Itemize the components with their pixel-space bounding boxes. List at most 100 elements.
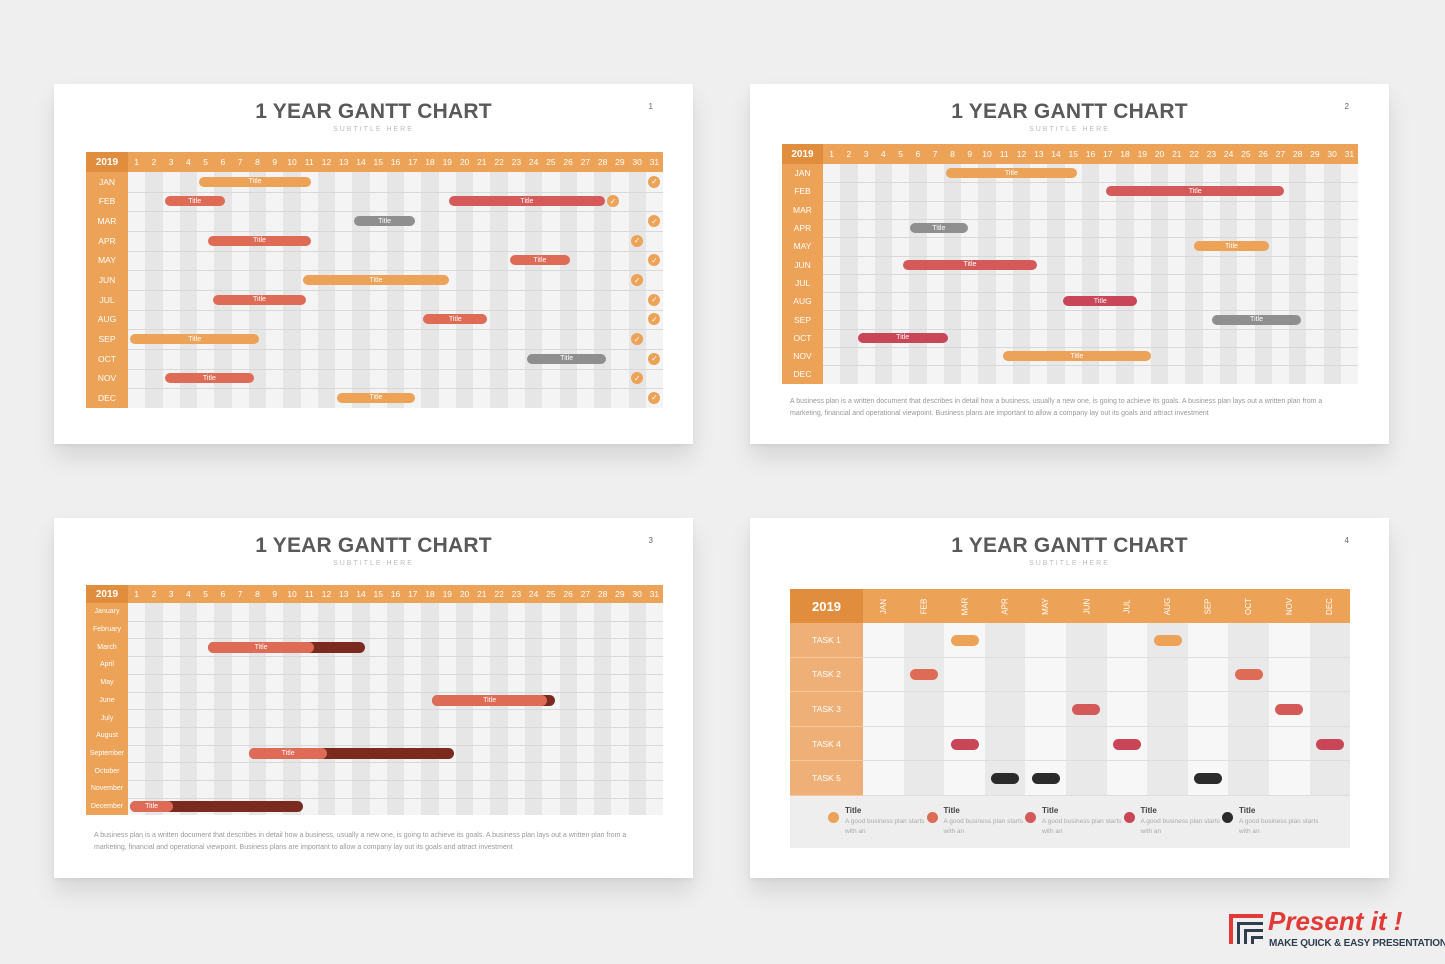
month-text: JUL	[1122, 598, 1132, 614]
month-label: FEB	[904, 589, 945, 623]
month-label: SEP	[793, 314, 811, 325]
day-label: 19	[442, 589, 453, 599]
task-label: TASK 2	[790, 657, 863, 693]
check-icon: ✓	[631, 234, 644, 247]
matrix-cell	[1025, 657, 1066, 693]
row-divider	[128, 726, 664, 728]
month-column	[86, 603, 128, 816]
check-icon: ✓	[648, 293, 661, 306]
slide-number: 1	[648, 102, 653, 111]
legend-text: A good business plan starts with an	[943, 818, 1024, 835]
task-bar: Title	[212, 294, 307, 305]
day-label: 29	[615, 589, 625, 599]
day-label: 16	[390, 157, 401, 167]
year-label: 2019	[790, 589, 863, 623]
day-label: 1	[134, 589, 139, 599]
day-label: 22	[494, 157, 504, 167]
day-label: 3	[168, 589, 174, 599]
day-label: 7	[237, 589, 243, 599]
row-divider	[128, 191, 664, 193]
slide-1[interactable]: 1 YEAR GANTT CHART SUBTITLE HERE 1 2019 1…	[54, 84, 693, 444]
month-text: APR	[1000, 597, 1010, 615]
month-column	[782, 164, 823, 384]
month-label: APR	[985, 589, 1026, 623]
row-divider	[128, 691, 664, 693]
slide-subtitle: SUBTITLE HERE	[333, 560, 414, 567]
day-label: 9	[272, 157, 278, 167]
legend-panel	[790, 796, 1351, 848]
check-icon: ✓	[648, 254, 661, 267]
row-divider	[128, 309, 664, 311]
slide-subtitle: SUBTITLE HERE	[333, 126, 414, 133]
month-text: MAR	[959, 597, 969, 615]
month-label: October	[94, 767, 120, 775]
day-label: 26	[1258, 149, 1268, 159]
matrix-cell	[1187, 692, 1229, 727]
task-label: TASK 5	[790, 761, 863, 796]
day-label: 21	[477, 157, 487, 167]
row-divider	[128, 388, 664, 390]
matrix-cell	[1025, 726, 1066, 762]
task-bar: Title	[945, 168, 1077, 179]
day-label: 29	[1310, 149, 1320, 159]
day-label: 4	[186, 157, 191, 167]
day-label: 26	[563, 157, 573, 167]
check-icon: ✓	[631, 372, 644, 385]
day-label: 24	[528, 589, 539, 599]
month-label: MAY	[1025, 589, 1066, 623]
row-divider	[128, 638, 664, 640]
month-label: DEC	[98, 392, 116, 403]
slide-number: 2	[1344, 102, 1349, 111]
slide-title: 1 YEAR GANTT CHART	[255, 534, 492, 557]
matrix-cell	[1147, 692, 1188, 727]
month-label: SEP	[98, 334, 116, 344]
brand-logo: Present it ! MAKE QUICK & EASY PRESENTAT…	[1228, 906, 1445, 956]
day-label: 19	[442, 157, 453, 167]
row-divider	[128, 797, 664, 799]
slide-2[interactable]: 1 YEAR GANTT CHART SUBTITLE HERE 2 2019 1…	[750, 84, 1389, 444]
task-progress: Title	[207, 641, 315, 653]
day-label: 27	[580, 589, 591, 599]
day-label: 15	[1068, 149, 1078, 159]
task-marker	[1031, 773, 1060, 785]
task-marker	[1072, 704, 1101, 715]
day-label: 20	[459, 589, 470, 599]
slide-4[interactable]: 1 YEAR GANTT CHART SUBTITLE HERE 4 2019 J…	[750, 518, 1389, 878]
day-label: 18	[425, 157, 435, 167]
matrix-cell	[1106, 692, 1148, 727]
day-label: 11	[999, 149, 1009, 159]
row-divider	[823, 237, 1359, 239]
task-bar: Title	[302, 275, 450, 286]
day-label: 13	[1034, 149, 1044, 159]
check-icon: ✓	[607, 195, 619, 208]
gantt-grid: 2019 1 2 3 4 5 6 7 8 9 10 11 12 13 14 15 16 17 18 19 20 21 22 2…	[86, 152, 664, 408]
month-text: JAN	[878, 598, 888, 614]
day-label: 9	[272, 589, 278, 599]
legend-text: A good business plan starts with an	[1042, 818, 1122, 835]
matrix-cell	[984, 623, 1026, 658]
matrix-cell	[1187, 657, 1229, 693]
day-label: 25	[546, 589, 556, 599]
month-label: JUN	[1066, 589, 1107, 623]
month-label: SEP	[1188, 589, 1229, 623]
day-label: 15	[373, 157, 383, 167]
matrix-cell	[863, 692, 904, 727]
day-label: 26	[563, 589, 573, 599]
month-label: September	[89, 749, 125, 757]
month-text: MAY	[1041, 597, 1051, 615]
row-divider	[823, 310, 1359, 312]
task-bar: Title	[857, 332, 948, 343]
matrix-cell	[1269, 761, 1310, 796]
month-label: NOV	[793, 351, 812, 362]
day-label: 2	[151, 589, 157, 599]
day-label: 10	[287, 157, 297, 167]
row-divider	[128, 329, 664, 331]
slide-3[interactable]: 1 YEAR GANTT CHART SUBTITLE HERE 3 2019 1…	[54, 518, 693, 878]
slide-number: 3	[648, 536, 653, 545]
matrix-cell	[1066, 761, 1107, 796]
month-label: JUN	[794, 259, 811, 270]
task-bar: Title	[449, 196, 605, 207]
task-bar: Title	[164, 373, 255, 384]
day-label: 31	[1344, 149, 1355, 159]
matrix-cell	[1025, 623, 1066, 658]
